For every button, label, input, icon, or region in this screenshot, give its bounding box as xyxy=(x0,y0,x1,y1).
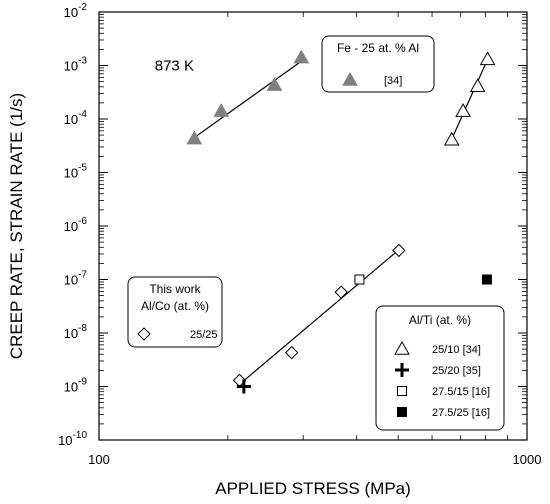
legends: Fe - 25 at. % Al [34] This work Al/Co (at. … xyxy=(127,35,505,431)
data-point-triangle-open xyxy=(479,51,496,66)
temperature-annotation: 873 K xyxy=(155,58,194,75)
data-point-diamond-open xyxy=(284,345,299,360)
legend-title: Al/Ti (at. %) xyxy=(409,313,471,327)
data-point-triangle-filled xyxy=(266,77,283,91)
y-tick-label: 10-10 xyxy=(58,430,87,448)
fit-lines xyxy=(193,59,489,385)
y-tick-label: 10-4 xyxy=(64,109,88,127)
legend-marker-diamond-open xyxy=(137,327,151,341)
legend-entry-label: 25/25 xyxy=(190,329,218,341)
legend-entry-label: 27.5/25 [16] xyxy=(432,407,490,419)
legend-title: This work xyxy=(149,282,201,296)
data-point-triangle-filled xyxy=(213,103,230,117)
y-tick-label: 10-6 xyxy=(64,216,88,234)
legend-0: Fe - 25 at. % Al [34] xyxy=(321,35,435,93)
legend-1: This work Al/Co (at. %) 25/25 xyxy=(127,276,223,348)
x-axis-title: APPLIED STRESS (MPa) xyxy=(215,479,411,498)
legend-entry-label: 27.5/15 [16] xyxy=(432,386,490,398)
legend-marker-square-filled xyxy=(397,407,407,417)
legend-title: Al/Co (at. %) xyxy=(141,299,209,313)
fit-line-series-2 xyxy=(239,249,400,385)
axis-titles: APPLIED STRESS (MPa) CREEP RATE, STRAIN … xyxy=(7,58,411,499)
y-tick-label: 10-5 xyxy=(64,163,88,181)
legend-marker-plus xyxy=(395,363,409,377)
legend-entry-label: 25/20 [35] xyxy=(432,365,481,377)
legend-marker-triangle-filled xyxy=(342,71,358,86)
y-axis-title: CREEP RATE, STRAIN RATE (1/s) xyxy=(7,93,26,359)
legend-box xyxy=(375,305,505,431)
data-point-plus xyxy=(236,379,251,394)
fit-line-series-1 xyxy=(451,59,489,140)
legend-marker-triangle-open xyxy=(394,340,410,355)
data-point-triangle-open xyxy=(443,131,460,146)
legend-box xyxy=(127,276,223,348)
data-point-triangle-open xyxy=(455,103,471,117)
legend-entry-label: [34] xyxy=(384,75,402,87)
y-tick-label: 10-8 xyxy=(64,323,88,341)
legend-marker-square-open xyxy=(397,386,407,396)
x-tick-label: 100 xyxy=(88,452,110,467)
data-point-diamond-open xyxy=(392,243,406,258)
legend-2: Al/Ti (at. %) 25/10 [34] 25/20 [35] 27.5/15… xyxy=(375,305,505,431)
y-tick-label: 10-7 xyxy=(64,270,88,288)
legend-entry-label: 25/10 [34] xyxy=(432,344,481,356)
data-point-triangle-open xyxy=(469,78,486,92)
axis-layer: 10-10 10-9 10-8 10-7 10-6 10-5 10-4 10-3 10-2 100… xyxy=(58,2,541,467)
data-point-diamond-open xyxy=(334,285,348,299)
data-point-square-filled xyxy=(481,274,492,285)
y-tick-label: 10-9 xyxy=(64,377,88,395)
y-tick-label: 10-3 xyxy=(64,56,88,74)
y-tick-label: 10-2 xyxy=(64,2,88,20)
data-point-square-open xyxy=(354,274,365,285)
fit-line-series-0 xyxy=(193,60,302,139)
data-point-triangle-filled xyxy=(293,49,310,64)
data-point-triangle-filled xyxy=(186,130,203,145)
data-points xyxy=(186,49,496,394)
x-tick-label: 1000 xyxy=(513,452,542,467)
legend-title: Fe - 25 at. % Al xyxy=(337,41,419,55)
